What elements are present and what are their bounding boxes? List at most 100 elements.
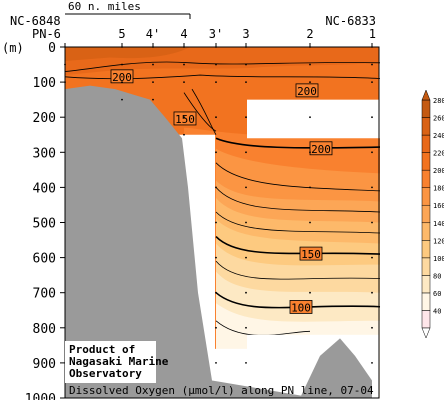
sample-point [309,256,311,259]
colorbar-segment [421,222,431,241]
station-label-5: 3 [242,27,249,41]
seamount [300,338,372,398]
contour-label-4: 150 [301,248,321,261]
y-tick-label: 900 [33,357,56,372]
colorbar-segment [421,134,431,153]
sample-point [152,81,154,83]
sample-point [371,186,373,189]
contour-line-7 [215,211,381,234]
contour-label-1: 200 [297,85,317,98]
colorbar-tick-label: 60 [433,290,441,298]
sample-point [371,362,373,364]
sample-point [121,98,123,101]
contour-line-10 [215,292,381,309]
sample-point [215,326,217,329]
sample-point [309,116,311,119]
y-tick-label: 200 [33,111,56,126]
sample-point [371,326,373,329]
contour-label-bg-3 [309,141,333,156]
sample-point [183,81,185,83]
sample-point [183,116,185,119]
colorbar-tick-label: 280 [433,97,444,105]
observatory-credit: Product of Nagasaki Marine Observatory [65,341,168,383]
sample-point [309,63,311,66]
station-label-7: 1 [369,27,376,41]
contour-line-6 [215,187,381,213]
sample-point [245,256,247,259]
sample-point [245,326,247,329]
colorbar-segment [421,204,431,224]
sample-point [371,116,373,119]
station-label-3: 4 [180,27,187,41]
colorbar-tick-label: 80 [433,272,441,280]
colorbar-tick-label: 180 [433,185,444,193]
sample-point [245,186,247,189]
colorbar-tick-label: 200 [433,167,444,175]
sample-point [309,186,311,189]
sample-point [215,81,217,83]
colorbar-tick-label: 260 [433,115,444,123]
sample-point [215,221,217,224]
station-label-6: 2 [306,27,313,41]
sample-point [309,291,311,294]
sample-point [121,63,123,66]
gap-upper [247,99,379,139]
station-label-0: PN-6 [32,27,61,41]
continental-slope [65,85,315,399]
sample-point [183,133,185,136]
credit-line-1: Product of [69,343,136,356]
sample-point [215,151,217,154]
colorbar-tick-label: 40 [433,307,441,315]
contour-label-2: 150 [175,113,195,126]
colorbar-segment [421,240,431,259]
colorbar-tick-label: 100 [433,255,444,263]
colorbar-segment [421,257,431,276]
colorbar-tick-label: 120 [433,237,444,245]
contour-line-0 [64,61,381,72]
y-tick-label: 1000 [25,392,56,400]
contour-label-bg-1 [295,83,319,98]
colorbar-segment [421,310,431,329]
y-tick-label: 0 [48,41,56,56]
contour-line-3 [191,88,217,135]
contour-line-8 [215,235,381,255]
chart-title: Dissolved Oxygen (µmol/l) along PN line,… [69,384,374,397]
colorbar-segment [421,292,431,311]
colorbar-segment [421,117,431,136]
sample-point [215,116,217,119]
station-label-1: 5 [118,27,125,41]
sample-point [215,186,217,189]
sample-point [245,221,247,224]
contour-line-5 [215,162,381,192]
sample-point [245,63,247,66]
station-label-4: 3' [209,27,223,41]
colorbar-segment [421,187,431,206]
sample-point [215,291,217,294]
sample-point [371,151,373,154]
station-id-0: NC-6848 [10,14,61,28]
contour-label-bg-4 [299,246,323,261]
sample-point [371,81,373,83]
sample-point [215,362,217,364]
colorbar-tick-label: 240 [433,132,444,140]
sample-point [371,221,373,224]
sample-point [121,81,123,83]
y-tick-label: 400 [33,181,56,196]
sample-point [183,63,185,66]
sample-point [245,362,247,364]
y-tick-label: 700 [33,287,56,302]
contour-label-0: 200 [112,71,132,84]
contour-label-5: 100 [291,301,311,314]
y-tick-label: 600 [33,252,56,267]
sample-point [371,63,373,66]
sample-point [245,116,247,119]
contour-line-1 [64,74,381,80]
sample-point [309,81,311,83]
sample-point [152,63,154,66]
colorbar-segment [421,169,431,188]
sample-point [245,151,247,154]
y-tick-label: 300 [33,146,56,161]
sample-point [245,291,247,294]
sample-point [215,256,217,259]
